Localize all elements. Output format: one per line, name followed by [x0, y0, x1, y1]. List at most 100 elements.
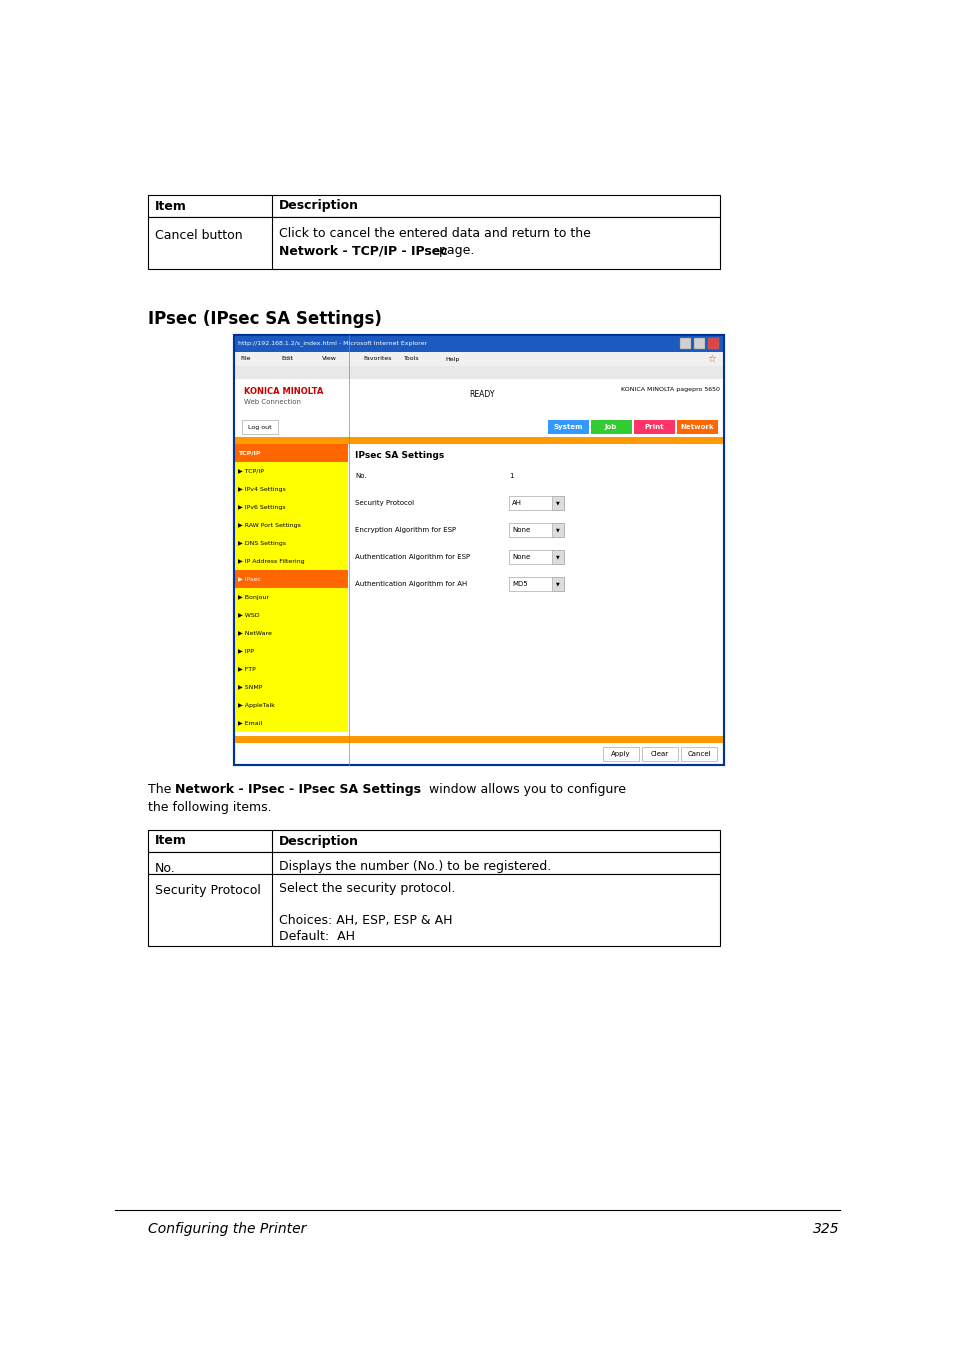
- Text: page.: page.: [435, 244, 474, 256]
- Bar: [707, 338, 719, 350]
- Bar: [680, 747, 717, 761]
- Text: Clear: Clear: [650, 751, 668, 757]
- Bar: [233, 335, 723, 765]
- Bar: [552, 522, 563, 537]
- Bar: [602, 747, 639, 761]
- Text: Item: Item: [154, 834, 187, 848]
- Text: ▶ FTP: ▶ FTP: [237, 667, 255, 671]
- Bar: [509, 576, 563, 591]
- Text: window allows you to configure: window allows you to configure: [424, 783, 625, 796]
- Text: MD5: MD5: [512, 580, 527, 587]
- Text: Displays the number (No.) to be registered.: Displays the number (No.) to be register…: [278, 860, 551, 873]
- Text: ☆: ☆: [706, 354, 716, 364]
- Text: Description: Description: [278, 834, 358, 848]
- Text: File: File: [240, 356, 251, 362]
- Bar: [233, 444, 348, 462]
- Text: http://192.168.1.2/s_index.html - Microsoft Internet Explorer: http://192.168.1.2/s_index.html - Micros…: [237, 340, 427, 347]
- Bar: [148, 852, 720, 873]
- Bar: [148, 830, 720, 852]
- Bar: [677, 420, 718, 433]
- Text: AH: AH: [512, 500, 521, 506]
- Text: IPsec (IPsec SA Settings): IPsec (IPsec SA Settings): [148, 310, 381, 328]
- Text: The: The: [148, 783, 175, 796]
- Text: IPsec SA Settings: IPsec SA Settings: [355, 451, 444, 460]
- Bar: [509, 549, 563, 564]
- Bar: [233, 352, 723, 366]
- Bar: [552, 495, 563, 510]
- Bar: [233, 570, 348, 589]
- Text: ▼: ▼: [556, 555, 559, 559]
- Text: No.: No.: [355, 472, 366, 479]
- Bar: [233, 498, 348, 516]
- Text: the following items.: the following items.: [148, 801, 272, 814]
- Bar: [233, 437, 723, 444]
- Bar: [242, 420, 277, 433]
- Text: ▼: ▼: [556, 528, 559, 532]
- Text: Favorites: Favorites: [363, 356, 391, 362]
- Text: Encryption Algorithm for ESP: Encryption Algorithm for ESP: [355, 526, 456, 533]
- Bar: [590, 420, 631, 433]
- Bar: [233, 714, 348, 732]
- Bar: [233, 379, 723, 417]
- Text: KONICA MINOLTA: KONICA MINOLTA: [244, 387, 323, 396]
- Text: View: View: [322, 356, 336, 362]
- Bar: [233, 606, 348, 624]
- Text: ▶ IPsec: ▶ IPsec: [237, 576, 260, 582]
- Bar: [552, 549, 563, 564]
- Bar: [233, 697, 348, 714]
- Text: Choices: AH, ESP, ESP & AH: Choices: AH, ESP, ESP & AH: [278, 914, 452, 927]
- Text: Item: Item: [154, 200, 187, 212]
- Bar: [552, 576, 563, 591]
- Text: ▶ WSD: ▶ WSD: [237, 613, 259, 617]
- Text: Apply: Apply: [611, 751, 630, 757]
- Text: Job: Job: [604, 424, 617, 431]
- Bar: [233, 736, 723, 742]
- Text: ▶ DNS Settings: ▶ DNS Settings: [237, 540, 286, 545]
- Text: Tools: Tools: [403, 356, 419, 362]
- Bar: [641, 747, 678, 761]
- Text: System: System: [553, 424, 582, 431]
- Text: READY: READY: [469, 390, 494, 398]
- Bar: [233, 552, 348, 570]
- Bar: [233, 516, 348, 535]
- Text: None: None: [512, 526, 530, 533]
- Text: Cancel: Cancel: [686, 751, 710, 757]
- Text: Network - TCP/IP - IPsec: Network - TCP/IP - IPsec: [278, 244, 447, 256]
- Text: Security Protocol: Security Protocol: [154, 884, 260, 896]
- Text: Configuring the Printer: Configuring the Printer: [148, 1222, 306, 1237]
- Text: ▶ IP Address Filtering: ▶ IP Address Filtering: [237, 559, 304, 563]
- Text: ▶ Bonjour: ▶ Bonjour: [237, 594, 269, 599]
- Text: Network - IPsec - IPsec SA Settings: Network - IPsec - IPsec SA Settings: [174, 783, 420, 796]
- Bar: [233, 335, 723, 352]
- Text: ▶ SNMP: ▶ SNMP: [237, 684, 262, 690]
- Bar: [148, 194, 720, 217]
- Text: Security Protocol: Security Protocol: [355, 500, 414, 506]
- Bar: [233, 660, 348, 678]
- Text: Description: Description: [278, 200, 358, 212]
- Text: ▶ IPv6 Settings: ▶ IPv6 Settings: [237, 505, 285, 509]
- Text: ▶ AppleTalk: ▶ AppleTalk: [237, 702, 274, 707]
- Text: ▶ Email: ▶ Email: [237, 721, 262, 725]
- Bar: [509, 522, 563, 537]
- Text: Select the security protocol.: Select the security protocol.: [278, 882, 455, 895]
- Bar: [233, 335, 723, 765]
- Bar: [148, 217, 720, 269]
- Text: Web Connection: Web Connection: [244, 400, 301, 405]
- Text: Cancel button: Cancel button: [154, 230, 242, 242]
- Text: KONICA MINOLTA pagepro 5650: KONICA MINOLTA pagepro 5650: [620, 387, 720, 392]
- Text: 325: 325: [813, 1222, 840, 1237]
- Bar: [148, 873, 720, 946]
- Bar: [233, 535, 348, 552]
- Bar: [233, 678, 348, 697]
- Text: No.: No.: [154, 863, 175, 875]
- Text: Click to cancel the entered data and return to the: Click to cancel the entered data and ret…: [278, 227, 590, 240]
- Text: ▼: ▼: [556, 501, 559, 505]
- Text: Log out: Log out: [248, 424, 272, 429]
- Text: Help: Help: [444, 356, 459, 362]
- Bar: [693, 338, 704, 350]
- Text: Authentication Algorithm for AH: Authentication Algorithm for AH: [355, 580, 467, 587]
- Text: TCP/IP: TCP/IP: [237, 451, 260, 455]
- Text: None: None: [512, 554, 530, 560]
- Text: ▶ IPv4 Settings: ▶ IPv4 Settings: [237, 486, 286, 491]
- Text: 1: 1: [509, 472, 513, 479]
